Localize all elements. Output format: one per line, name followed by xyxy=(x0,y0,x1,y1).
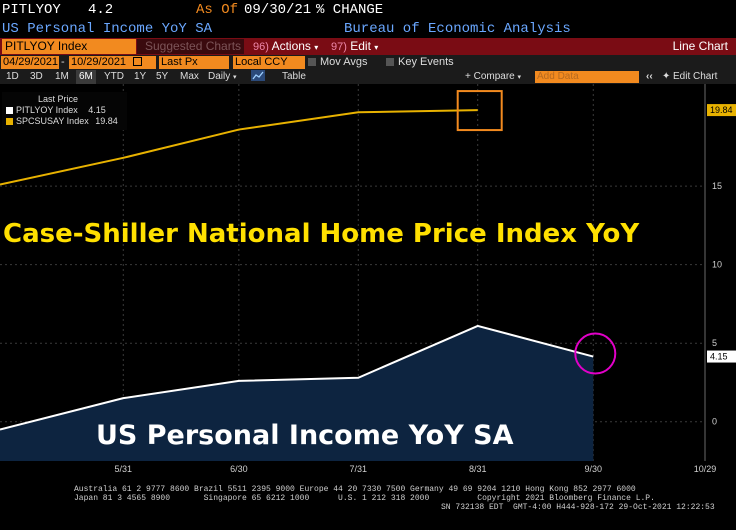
checkbox-icon xyxy=(386,58,394,66)
mov-avgs-label: Mov Avgs xyxy=(320,56,368,68)
legend-header: Last Price xyxy=(38,94,79,104)
chart-type-label: Line Chart xyxy=(672,39,728,53)
axes: 5/31 6/30 7/31 8/31 9/30 10/29 0 5 10 15 19.84 4.15 xyxy=(115,84,736,474)
mov-avgs-toggle[interactable]: Mov Avgs xyxy=(308,55,368,70)
edit-shortcut: 97) xyxy=(331,41,347,53)
footer-session: SN 732138 EDT GMT-4:00 H444-928-172 29-O… xyxy=(441,503,715,512)
x-tick-label: 8/31 xyxy=(469,464,487,474)
period-max[interactable]: Max xyxy=(180,71,199,82)
security-input[interactable]: PITLYOY Index xyxy=(2,39,136,54)
annotation-personal-income: US Personal Income YoY SA xyxy=(96,420,514,451)
legend-item-pitlyoy: PITLYOY Index 4.15 xyxy=(6,105,106,116)
edit-chart-button[interactable]: Edit Chart xyxy=(673,71,718,82)
wrench-icon[interactable]: ✦ xyxy=(662,71,671,82)
area-fill-layer xyxy=(0,325,594,461)
chevron-down-icon: ▾ xyxy=(314,43,319,52)
period-ytd[interactable]: YTD xyxy=(104,71,124,82)
legend-swatch xyxy=(6,107,13,114)
data-source: Bureau of Economic Analysis xyxy=(344,21,571,37)
last-value-text: 4.15 xyxy=(710,352,728,362)
legend-item-spcsusay: SPCSUSAY Index 19.84 xyxy=(6,116,118,127)
chart-legend: Last Price PITLYOY Index 4.15 SPCSUSAY I… xyxy=(2,92,127,130)
annotation-home-price: Case-Shiller National Home Price Index Y… xyxy=(3,219,640,249)
actions-shortcut: 96) xyxy=(253,41,269,53)
last-value: 4.2 xyxy=(88,2,114,18)
compare-button[interactable]: + Compare ▾ xyxy=(465,70,521,85)
collapse-icon[interactable]: ‹‹ xyxy=(646,71,653,82)
y-tick-label: 10 xyxy=(712,260,722,270)
x-tick-label: 6/30 xyxy=(230,464,248,474)
footer-phones-2: Japan 81 3 4565 8900 Singapore 65 6212 1… xyxy=(74,494,655,503)
footer-phones-1: Australia 61 2 9777 8600 Brazil 5511 239… xyxy=(74,485,636,494)
series-lines xyxy=(0,109,594,431)
highlight-markers xyxy=(456,90,617,375)
add-data-input[interactable]: Add Data xyxy=(535,71,639,83)
key-events-label: Key Events xyxy=(398,56,454,68)
series-line xyxy=(0,324,594,431)
x-tick-label: 5/31 xyxy=(115,464,133,474)
last-value-text: 19.84 xyxy=(710,105,733,115)
x-tick-label: 9/30 xyxy=(585,464,603,474)
edit-menu-button[interactable]: 97) Edit ▾ xyxy=(331,38,378,55)
period-1d[interactable]: 1D xyxy=(6,71,19,82)
legend-value: 4.15 xyxy=(88,105,106,115)
security-description: US Personal Income YoY SA xyxy=(2,21,213,37)
legend-swatch xyxy=(6,118,13,125)
main-toolbar: PITLYOY Index Suggested Charts 96) Actio… xyxy=(0,38,736,55)
security-description-row: US Personal Income YoY SA Bureau of Econ… xyxy=(0,20,736,38)
calendar-icon xyxy=(133,57,143,66)
highlight-circle xyxy=(574,332,617,375)
as-of-label: As Of xyxy=(196,2,239,18)
end-date-field[interactable]: 10/29/2021 xyxy=(69,56,156,69)
actions-label: Actions xyxy=(271,39,311,53)
period-5y[interactable]: 5Y xyxy=(156,71,169,82)
period-1m[interactable]: 1M xyxy=(55,71,69,82)
suggested-charts-label: Suggested Charts xyxy=(145,39,242,53)
ticker-code: PITLYOY xyxy=(2,2,61,18)
terminal-footer: Australia 61 2 9777 8600 Brazil 5511 239… xyxy=(0,483,736,530)
y-tick-label: 15 xyxy=(712,181,722,191)
security-header: PITLYOY 4.2 As Of 09/30/21 % CHANGE xyxy=(0,0,736,20)
end-date-value: 10/29/2021 xyxy=(71,56,127,68)
last-value-tag xyxy=(707,350,736,363)
period-toolbar: 1D 3D 1M 6M YTD 1Y 5Y Max Daily ▾ Table … xyxy=(0,70,736,84)
frequency-select[interactable]: Daily ▾ xyxy=(208,70,237,85)
change-label: % CHANGE xyxy=(316,2,384,18)
table-button[interactable]: Table xyxy=(282,71,306,82)
frequency-label: Daily xyxy=(208,71,231,82)
highlight-box xyxy=(456,90,503,132)
currency-select[interactable]: Local CCY xyxy=(233,56,305,69)
compare-label: + Compare xyxy=(465,71,515,82)
x-tick-label: 7/31 xyxy=(350,464,368,474)
y-tick-label: 5 xyxy=(712,338,717,348)
key-events-toggle[interactable]: Key Events xyxy=(386,55,454,70)
legend-label: SPCSUSAY Index xyxy=(16,116,89,126)
x-tick-label: 10/29 xyxy=(694,464,717,474)
suggested-charts-button[interactable]: Suggested Charts xyxy=(137,39,244,54)
line-chart-icon[interactable] xyxy=(251,70,265,85)
series-line xyxy=(0,109,478,186)
last-value-tag xyxy=(707,104,736,117)
edit-label: Edit xyxy=(350,39,371,53)
chevron-down-icon: ▾ xyxy=(233,74,237,81)
period-1y[interactable]: 1Y xyxy=(134,71,147,82)
legend-value: 19.84 xyxy=(95,116,118,126)
date-separator-icon: - xyxy=(61,56,65,68)
legend-label: PITLYOY Index xyxy=(16,105,78,115)
series-area-fill xyxy=(0,325,594,461)
actions-menu-button[interactable]: 96) Actions ▾ xyxy=(253,38,318,55)
as-of-date: 09/30/21 xyxy=(244,2,312,18)
start-date-field[interactable]: 04/29/2021 xyxy=(1,56,59,69)
chevron-down-icon: ▾ xyxy=(374,43,379,52)
chevron-down-icon: ▾ xyxy=(517,74,522,81)
period-6m[interactable]: 6M xyxy=(76,70,96,84)
checkbox-icon xyxy=(308,58,316,66)
y-tick-label: 0 xyxy=(712,417,717,427)
period-3d[interactable]: 3D xyxy=(30,71,43,82)
date-toolbar: 04/29/2021 - 10/29/2021 Last Px Local CC… xyxy=(0,55,736,70)
price-field-select[interactable]: Last Px xyxy=(159,56,229,69)
